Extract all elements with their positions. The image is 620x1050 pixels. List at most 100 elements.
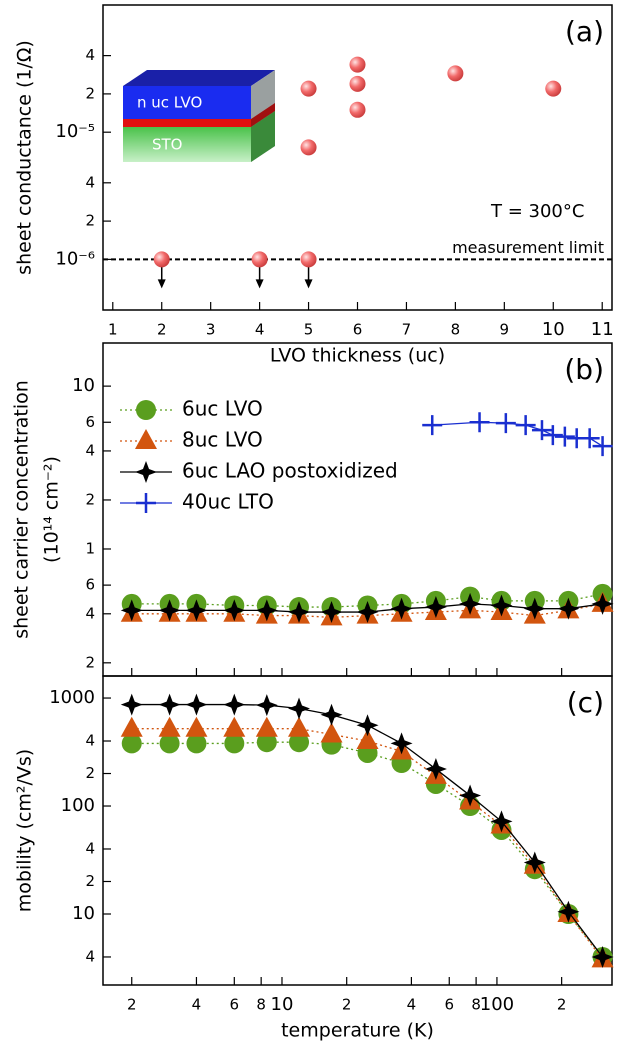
data-point: [158, 693, 181, 716]
x-tick-label: 3: [206, 321, 216, 339]
y-tick-label: 4: [85, 947, 95, 965]
x-tick-label: 4: [192, 996, 202, 1014]
data-point: [459, 784, 482, 807]
data-point: [523, 851, 546, 874]
y-axis-label: (10¹⁴ cm⁻²): [41, 456, 63, 563]
data-point: [120, 693, 143, 716]
data-point: [490, 594, 513, 617]
inset-label: n uc LVO: [137, 94, 202, 112]
data-point: [223, 693, 246, 716]
data-point: [224, 733, 245, 754]
data-point: [523, 597, 546, 620]
series-line: [131, 728, 604, 960]
data-point: [158, 599, 181, 622]
plot-frame: [102, 675, 613, 986]
data-point: [557, 597, 580, 620]
data-point: [356, 729, 379, 750]
limit-arrow-head: [255, 279, 264, 289]
legend-marker: [136, 493, 156, 513]
data-point: [591, 592, 614, 615]
data-point: [390, 597, 413, 620]
data-point: [300, 251, 317, 268]
data-point: [495, 413, 516, 434]
data-point: [459, 592, 482, 615]
data-point: [288, 601, 311, 624]
data-point: [300, 80, 317, 97]
data-point: [469, 412, 490, 433]
limit-arrow-head: [304, 279, 313, 289]
y-tick-label: 2: [85, 653, 95, 671]
x-tick-label: 8: [471, 996, 481, 1014]
data-point: [356, 601, 379, 624]
y-tick-label: 2: [85, 212, 95, 230]
panel-label: (a): [565, 15, 604, 48]
y-tick-label: 10⁻⁵: [55, 121, 95, 142]
y-tick-label: 4: [85, 173, 95, 191]
data-point: [557, 900, 580, 923]
plot-frame: [102, 342, 613, 677]
legend-label: 6uc LAO postoxidized: [182, 459, 398, 483]
x-tick-label: 6: [444, 996, 454, 1014]
data-point: [356, 714, 379, 737]
x-tick-label: 2: [157, 321, 167, 339]
data-point: [255, 716, 278, 737]
y-tick-label: 2: [85, 84, 95, 102]
x-tick-label: 5: [304, 321, 314, 339]
data-point: [554, 426, 575, 447]
data-point: [185, 716, 208, 737]
data-point: [320, 703, 343, 726]
x-tick-label: 2: [557, 996, 567, 1014]
data-point: [424, 758, 447, 781]
y-tick-label: 100: [61, 795, 95, 816]
data-point: [288, 716, 311, 737]
y-tick-label: 10: [72, 375, 95, 396]
y-tick-label: 6: [85, 576, 95, 594]
data-point: [349, 75, 366, 92]
inset-label: STO: [152, 136, 183, 154]
limit-label: measurement limit: [452, 238, 604, 257]
data-point: [424, 596, 447, 619]
data-point: [545, 80, 562, 97]
panel-label: (c): [567, 686, 604, 719]
data-point: [349, 56, 366, 73]
data-point: [251, 251, 268, 268]
x-tick-label: 11: [591, 319, 614, 340]
y-tick-label: 4: [85, 441, 95, 459]
data-point: [256, 732, 277, 753]
x-tick-label: 8: [451, 321, 461, 339]
x-tick-label: 10: [542, 319, 565, 340]
data-point: [579, 428, 600, 449]
x-tick-label: 2: [342, 996, 352, 1014]
legend-marker: [136, 400, 156, 420]
data-point: [531, 420, 552, 441]
y-tick-label: 10⁻⁶: [55, 248, 95, 269]
data-point: [159, 733, 180, 754]
y-tick-label: 4: [85, 46, 95, 64]
x-tick-label: 6: [230, 996, 240, 1014]
data-point: [542, 425, 563, 446]
data-point: [515, 415, 536, 436]
data-point: [320, 601, 343, 624]
data-point: [422, 415, 443, 436]
data-point: [255, 694, 278, 717]
legend-marker: [135, 429, 157, 449]
data-point: [447, 65, 464, 82]
x-tick-label: 6: [353, 321, 363, 339]
x-tick-label: 9: [500, 321, 510, 339]
legend-label: 6uc LVO: [182, 397, 263, 421]
y-tick-label: 2: [85, 490, 95, 508]
inset-stack: n uc LVO STO: [123, 70, 275, 162]
y-tick-label: 4: [85, 732, 95, 750]
data-point: [158, 716, 181, 737]
y-tick-label: 2: [85, 872, 95, 890]
x-tick-label: 8: [256, 996, 266, 1014]
data-point: [121, 733, 142, 754]
y-tick-label: 4: [85, 604, 95, 622]
data-point: [592, 436, 613, 457]
data-point: [185, 693, 208, 716]
y-axis-label: sheet carrier concentration: [11, 380, 33, 639]
x-tick-label: 2: [127, 996, 137, 1014]
x-tick-label: 4: [255, 321, 265, 339]
series-line: [131, 741, 604, 958]
x-tick-label: 10: [271, 994, 294, 1015]
